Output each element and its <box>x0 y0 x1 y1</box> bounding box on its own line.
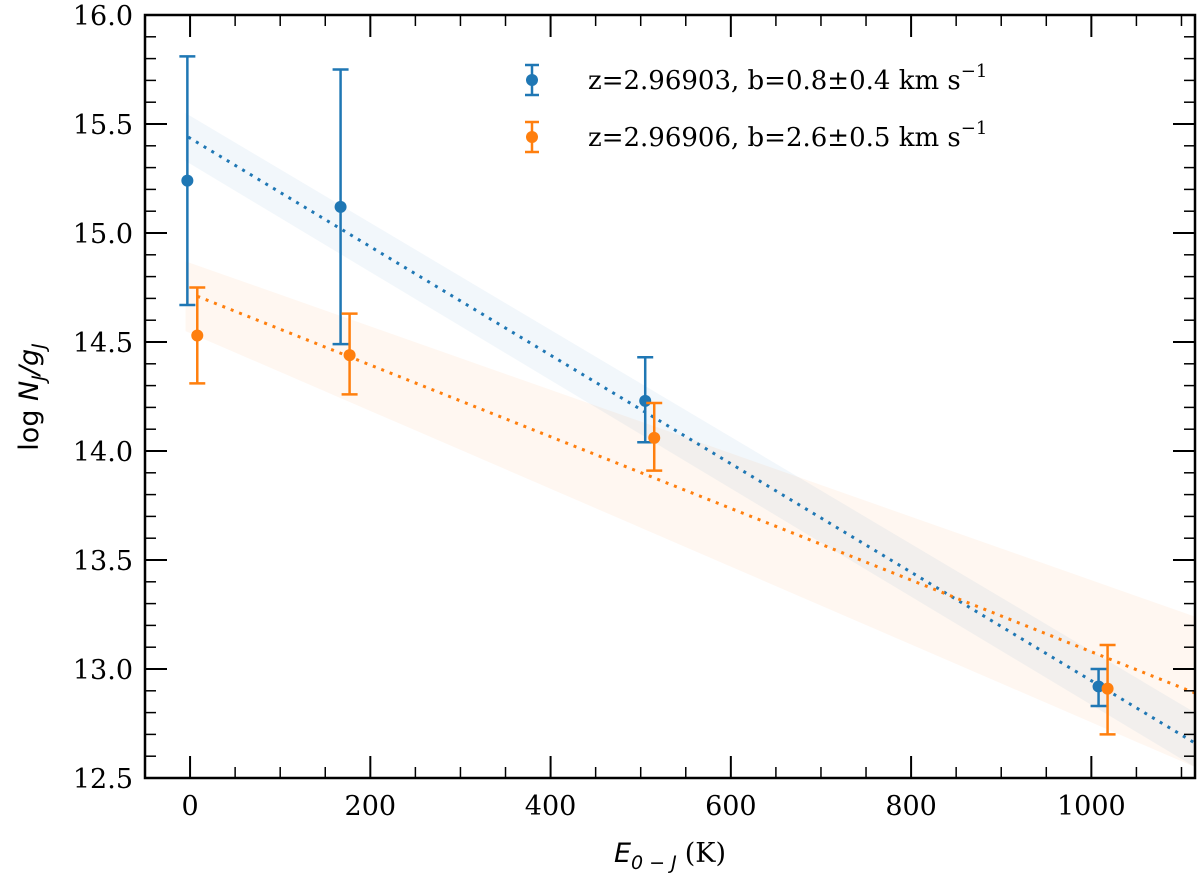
marker <box>181 174 194 187</box>
x-tick-label: 800 <box>885 791 937 822</box>
legend-label: z=2.96903, b=0.8±0.4 km s−1 <box>588 61 987 96</box>
confidence-band-1 <box>185 261 1195 768</box>
data-point <box>341 312 358 396</box>
y-tick-label: 13.5 <box>73 546 133 577</box>
marker <box>1092 680 1105 693</box>
legend-label-text: z=2.96903, b=0.8±0.4 km s <box>588 66 961 96</box>
marker <box>1101 682 1114 695</box>
plot-frame <box>143 13 1197 780</box>
fit-lines <box>187 135 1195 745</box>
y-tick-label: 14.5 <box>73 328 133 359</box>
data-point <box>646 401 663 472</box>
marker <box>343 349 356 362</box>
x-tick-label: 1000 <box>1057 791 1126 822</box>
data-point <box>189 286 206 385</box>
legend-label: z=2.96906, b=2.6±0.5 km s−1 <box>588 118 987 153</box>
legend-label-text: z=2.96906, b=2.6±0.5 km s <box>588 123 961 153</box>
y-tick-label: 12.5 <box>73 764 133 795</box>
data-points <box>179 55 1116 736</box>
data-point <box>1090 667 1107 708</box>
x-tick-label: 0 <box>181 791 198 822</box>
y-tick-label: 13.0 <box>73 655 133 686</box>
x-axis-label: E0 − J (K) <box>614 838 726 874</box>
fit-line-0 <box>187 135 1195 745</box>
data-point <box>332 68 349 346</box>
y-tick-label: 16.0 <box>73 1 133 32</box>
marker <box>334 200 347 213</box>
legend-label-sup: −1 <box>961 118 988 139</box>
data-point <box>1099 643 1116 736</box>
axes: 0 200 400 600 800 1000 12.5 13.0 13.5 14.0 14.5 15.… <box>73 1 1197 822</box>
marker <box>648 431 661 444</box>
legend: z=2.96903, b=0.8±0.4 km s−1z=2.96906, b=… <box>525 61 987 154</box>
y-tick-label: 14.0 <box>73 437 133 468</box>
data-point <box>179 55 196 307</box>
legend-marker <box>526 74 538 86</box>
x-tick-label: 400 <box>525 791 577 822</box>
legend-marker <box>526 131 538 143</box>
legend-label-sup: −1 <box>961 61 988 82</box>
x-tick-label: 200 <box>345 791 397 822</box>
y-axis-label: log NJ/gJ <box>14 343 50 451</box>
marker <box>639 394 652 407</box>
x-tick-label: 600 <box>705 791 757 822</box>
y-tick-label: 15.0 <box>73 219 133 250</box>
marker <box>191 329 204 342</box>
y-tick-label: 15.5 <box>73 110 133 141</box>
